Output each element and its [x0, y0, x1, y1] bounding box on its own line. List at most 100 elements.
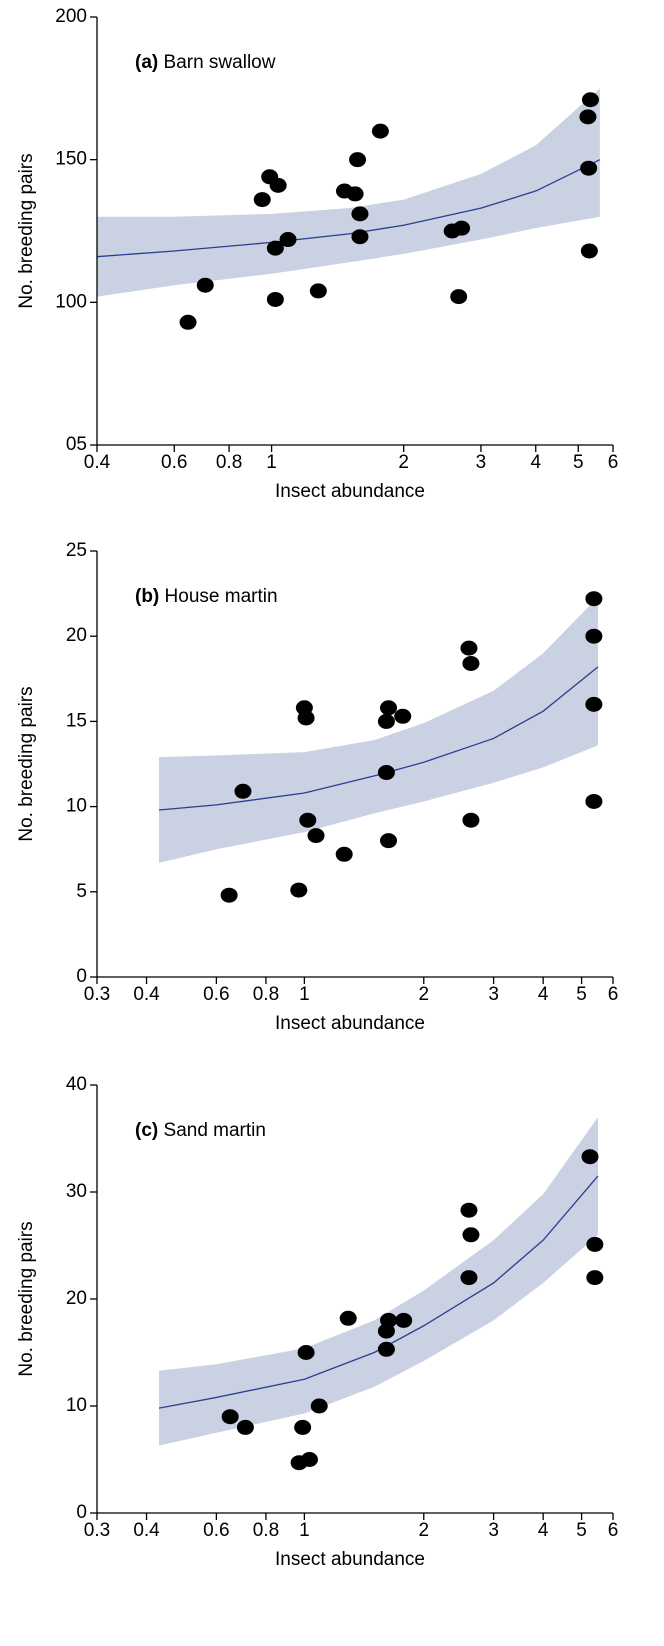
data-point [394, 708, 412, 724]
data-point [335, 846, 353, 862]
data-point [462, 655, 480, 671]
data-point [351, 206, 369, 222]
y-axis-label: No. breeding pairs [16, 686, 37, 841]
data-point [380, 700, 398, 716]
y-tick-label: 05 [66, 434, 87, 455]
data-point [462, 1227, 480, 1243]
data-point [310, 1398, 328, 1414]
panel-letter: (c) [135, 1120, 158, 1141]
x-tick-label: 5 [573, 452, 584, 473]
y-tick-label: 200 [55, 6, 87, 27]
data-point [297, 710, 315, 726]
x-tick-label: 2 [398, 452, 409, 473]
x-tick-label: 1 [299, 1520, 310, 1541]
x-tick-label: 0.8 [253, 984, 279, 1005]
data-point [581, 1149, 599, 1165]
y-axis-label: No. breeding pairs [16, 1221, 37, 1376]
data-point [179, 314, 197, 330]
data-point [460, 1270, 478, 1286]
y-tick-label: 30 [66, 1181, 87, 1202]
x-tick-label: 5 [576, 1520, 587, 1541]
data-point [279, 232, 297, 248]
data-point [585, 591, 603, 607]
data-point [349, 152, 367, 168]
x-tick-label: 3 [488, 984, 499, 1005]
data-point [346, 186, 364, 202]
data-point [462, 812, 480, 828]
panel-name: House martin [165, 586, 278, 607]
data-point [339, 1310, 357, 1326]
data-point [234, 783, 252, 799]
x-axis-label: Insect abundance [275, 1549, 425, 1570]
data-point [450, 289, 468, 305]
data-point [309, 283, 327, 299]
data-point [585, 793, 603, 809]
data-point [380, 1312, 398, 1328]
panel-name: Sand martin [164, 1120, 266, 1141]
data-point [377, 1341, 395, 1357]
panel-name: Barn swallow [164, 52, 276, 73]
data-point [586, 1270, 604, 1286]
data-point [585, 696, 603, 712]
data-point [300, 1452, 318, 1467]
y-tick-label: 100 [55, 291, 87, 312]
x-tick-label: 0.8 [216, 452, 242, 473]
fit-line [96, 159, 601, 258]
x-tick-label: 2 [418, 984, 429, 1005]
data-point [460, 640, 478, 656]
confidence-band [159, 597, 599, 863]
data-point [236, 1419, 254, 1435]
confidence-band [97, 88, 600, 297]
y-tick-label: 15 [66, 710, 87, 731]
data-point [453, 220, 471, 236]
x-tick-label: 4 [538, 984, 549, 1005]
data-point [377, 713, 395, 729]
y-tick-label: 150 [55, 149, 87, 170]
x-tick-label: 0.4 [133, 984, 160, 1005]
x-tick-label: 0.4 [133, 1520, 160, 1541]
x-tick-label: 6 [608, 452, 619, 473]
fit-line [158, 1175, 599, 1409]
data-point [307, 828, 325, 844]
x-tick-label: 5 [576, 984, 587, 1005]
data-point [580, 160, 598, 176]
x-tick-label: 4 [538, 1520, 549, 1541]
x-tick-label: 0.6 [161, 452, 187, 473]
data-point [395, 1312, 413, 1328]
y-tick-label: 10 [66, 1395, 87, 1416]
x-tick-label: 0.6 [203, 984, 229, 1005]
data-point [269, 177, 287, 193]
y-tick-label: 20 [66, 1288, 87, 1309]
panel-title: (c) Sand martin [135, 1120, 266, 1141]
data-point [266, 291, 284, 307]
y-tick-label: 20 [66, 625, 87, 646]
data-point [579, 109, 597, 125]
data-point [351, 229, 369, 245]
x-tick-label: 0.8 [253, 1520, 279, 1541]
data-point [220, 887, 238, 903]
x-axis-label: Insect abundance [275, 1013, 425, 1034]
x-tick-label: 0.3 [84, 984, 110, 1005]
x-tick-label: 1 [299, 984, 310, 1005]
data-point [299, 812, 317, 828]
data-point [377, 765, 395, 781]
confidence-band [159, 1117, 599, 1446]
panel-letter: (a) [135, 52, 158, 73]
x-tick-label: 6 [608, 984, 619, 1005]
panel-title: (b) House martin [135, 586, 278, 607]
x-tick-label: 3 [476, 452, 487, 473]
data-point [290, 882, 308, 898]
x-tick-label: 0.4 [84, 452, 111, 473]
panel-letter: (b) [135, 586, 159, 607]
data-point [196, 277, 214, 293]
panel-title: (a) Barn swallow [135, 52, 276, 73]
y-tick-label: 25 [66, 540, 87, 561]
y-tick-label: 0 [76, 966, 87, 987]
data-point [297, 1345, 315, 1360]
data-point [580, 243, 598, 259]
x-tick-label: 3 [488, 1520, 499, 1541]
data-point [586, 1236, 604, 1252]
data-point [221, 1409, 239, 1425]
x-tick-label: 0.3 [84, 1520, 110, 1541]
